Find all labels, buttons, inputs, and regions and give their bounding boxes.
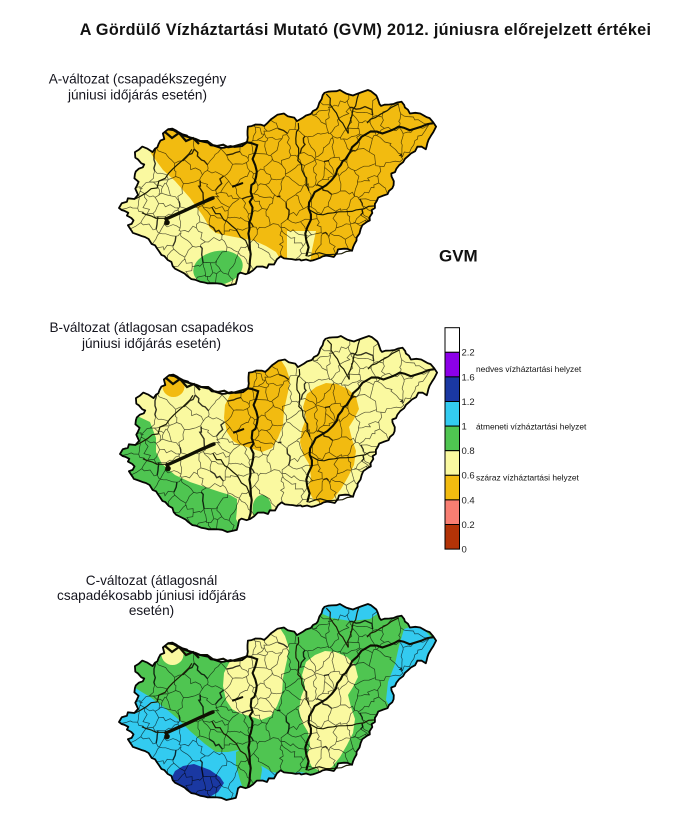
svg-text:csapadékosabb júniusi időjárás: csapadékosabb júniusi időjárás: [57, 588, 246, 603]
svg-text:B-változat (átlagosan csapadék: B-változat (átlagosan csapadékos: [49, 320, 253, 335]
svg-text:száraz vízháztartási helyzet: száraz vízháztartási helyzet: [476, 473, 580, 483]
svg-text:0.8: 0.8: [462, 446, 475, 457]
svg-text:júniusi időjárás esetén): júniusi időjárás esetén): [81, 336, 221, 351]
svg-text:esetén): esetén): [129, 603, 174, 618]
svg-text:0: 0: [462, 545, 467, 556]
svg-text:0.4: 0.4: [462, 495, 475, 506]
svg-text:1.2: 1.2: [462, 397, 475, 408]
svg-text:nedves vízháztartási helyzet: nedves vízháztartási helyzet: [476, 364, 582, 374]
svg-text:1.6: 1.6: [462, 372, 475, 383]
svg-text:A-változat (csapadékszegény: A-változat (csapadékszegény: [49, 72, 227, 87]
svg-text:0.6: 0.6: [462, 471, 475, 482]
svg-text:0.2: 0.2: [462, 520, 475, 531]
svg-text:GVM: GVM: [439, 247, 478, 266]
svg-text:átmeneti vízháztartási helyzet: átmeneti vízháztartási helyzet: [476, 422, 587, 432]
svg-text:A Gördülő Vízháztartási Mutató: A Gördülő Vízháztartási Mutató (GVM) 201…: [80, 21, 652, 39]
svg-text:júniusi időjárás esetén): júniusi időjárás esetén): [67, 88, 207, 103]
svg-text:C-változat (átlagosnál: C-változat (átlagosnál: [86, 573, 217, 588]
svg-text:2.2: 2.2: [462, 348, 475, 359]
svg-text:1: 1: [462, 422, 467, 433]
